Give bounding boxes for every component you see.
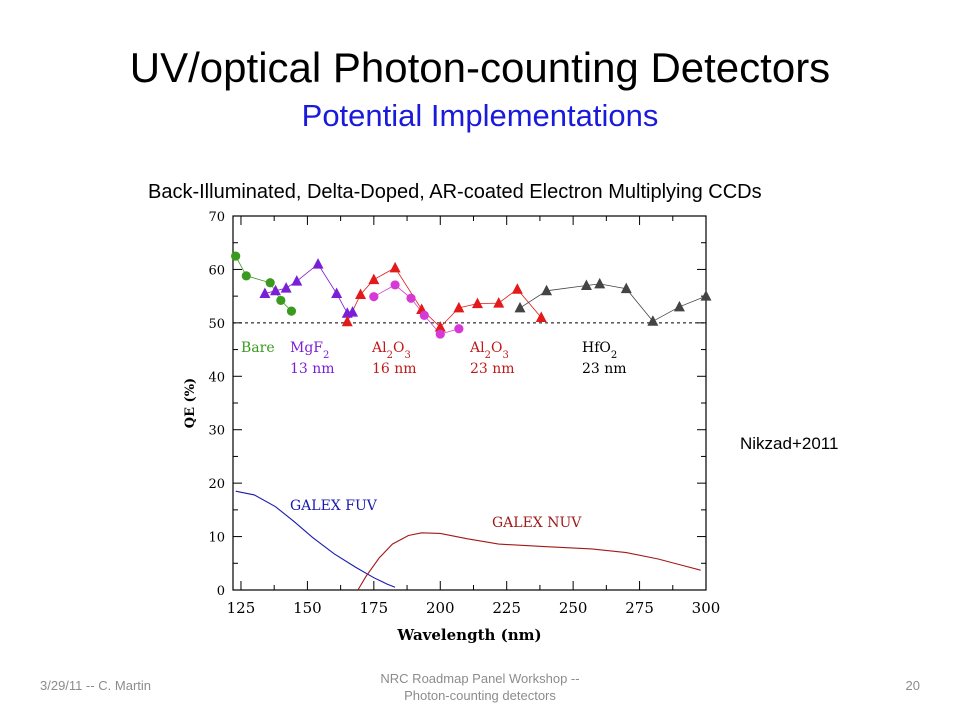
data-point-triangle [453,301,465,313]
slide-subtitle: Potential Implementations [301,98,659,133]
curve-galex-fuv [235,490,396,588]
annotation-label: HfO2 [582,340,617,361]
data-point-triangle [368,273,380,285]
data-point-triangle [673,300,685,312]
data-point-circle [435,329,445,339]
data-point-triangle [331,287,343,298]
annotation-label: Al2O3 [371,340,411,361]
data-point-triangle [270,284,282,296]
data-point-circle [390,280,400,290]
data-point-triangle [493,297,505,308]
footer-line-1: NRC Roadmap Panel Workshop -- [380,671,580,686]
data-point-triangle [535,311,547,323]
x-tick-label: 250 [559,599,588,617]
y-tick-label: 60 [208,263,225,278]
y-tick-label: 30 [208,424,225,439]
x-tick-label: 300 [692,599,721,617]
footer-line-2: Photon-counting detectors [404,688,556,703]
annotation-label: GALEX NUV [492,515,582,531]
annotation-sublabel: 16 nm [372,361,417,377]
data-point-circle [454,324,464,334]
data-point-triangle [594,277,606,289]
x-tick-label: 175 [360,599,389,617]
y-tick-label: 20 [208,477,225,492]
data-point-triangle [389,261,401,273]
x-axis-label: Wavelength (nm) [396,626,541,644]
x-tick-label: 275 [625,599,654,617]
data-point-triangle [700,290,712,301]
annotation-label: GALEX FUV [290,498,378,514]
data-point-triangle [647,315,659,326]
x-tick-label: 200 [426,599,455,617]
annotation-label: MgF2 [290,340,329,361]
data-point-triangle [471,297,483,309]
y-tick-label: 70 [208,210,225,225]
data-point-triangle [291,275,303,286]
annotation-label: Bare [241,340,275,356]
data-point-circle [286,306,297,316]
data-point-triangle [511,283,523,294]
x-tick-label: 125 [227,599,256,617]
citation: Nikzad+2011 [740,434,839,453]
series-line-3 [373,284,460,335]
data-point-circle [265,278,275,288]
data-point-triangle [312,258,324,269]
page-number: 20 [905,678,920,693]
y-tick-label: 0 [217,584,225,599]
data-point-triangle [580,279,592,290]
data-point-triangle [541,284,553,296]
chart-heading: Back-Illuminated, Delta-Doped, AR-coated… [148,181,762,203]
data-point-triangle [341,315,353,327]
data-point-circle [276,295,286,306]
data-point-triangle [434,321,446,332]
y-tick-label: 40 [208,370,225,385]
data-point-circle [369,292,379,302]
series-line-1 [264,263,353,314]
annotation-sublabel: 23 nm [582,361,627,377]
annotation-sublabel: 13 nm [290,361,335,377]
data-point-circle [231,251,241,261]
plot-frame [232,215,707,591]
y-axis-label: QE (%) [183,378,198,428]
data-point-circle [419,310,429,320]
series-line-4 [519,283,707,322]
y-tick-label: 50 [208,317,225,332]
data-point-triangle [347,306,359,317]
data-point-triangle [259,287,271,298]
data-point-circle [241,271,251,281]
annotation-label: Al2O3 [469,340,509,361]
footer-center: NRC Roadmap Panel Workshop -- Photon-cou… [330,670,630,704]
annotation-sublabel: 23 nm [470,361,515,377]
data-point-circle [406,293,416,303]
footer-date: 3/29/11 -- C. Martin [40,678,152,693]
data-point-triangle [280,282,292,293]
x-tick-label: 225 [492,599,521,617]
y-tick-label: 10 [208,531,225,546]
slide-title: UV/optical Photon-counting Detectors [129,44,831,91]
curve-galex-nuv [357,532,701,591]
data-point-triangle [514,301,526,313]
data-point-triangle [355,288,367,300]
x-tick-label: 150 [293,599,322,617]
data-point-triangle [620,282,632,294]
